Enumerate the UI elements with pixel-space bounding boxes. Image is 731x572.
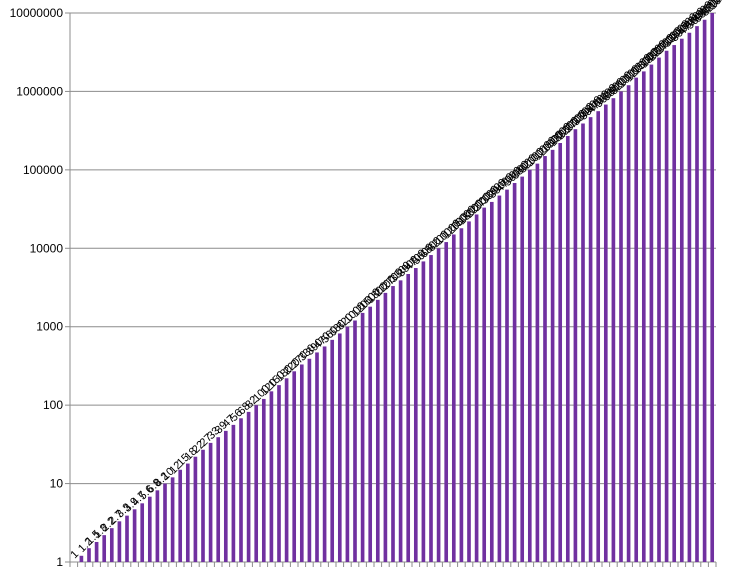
- y-tick-label: 10: [50, 477, 64, 491]
- bar: [322, 346, 327, 562]
- bar: [117, 521, 122, 562]
- bar: [611, 98, 616, 563]
- bar: [687, 32, 692, 562]
- bar: [163, 483, 167, 562]
- y-tick-label: 10000000: [10, 6, 64, 20]
- bar: [102, 535, 107, 562]
- bar: [353, 320, 357, 562]
- bar: [702, 19, 707, 562]
- bar: [201, 449, 205, 562]
- bar: [695, 26, 699, 562]
- bar: [178, 469, 183, 562]
- bar: [109, 528, 114, 562]
- bar: [368, 306, 373, 562]
- bar: [603, 104, 608, 562]
- bar: [497, 195, 502, 562]
- bar: [223, 430, 228, 562]
- bar: [398, 280, 403, 562]
- y-tick-label: 1000000: [16, 84, 63, 98]
- bar: [185, 463, 190, 562]
- bar: [231, 424, 236, 562]
- bar: [155, 490, 160, 562]
- bar: [360, 312, 365, 562]
- bar: [87, 548, 91, 562]
- bar: [337, 333, 342, 562]
- bar: [193, 456, 198, 562]
- bar: [383, 292, 388, 562]
- bar: [125, 515, 129, 562]
- bar: [254, 405, 259, 562]
- bar: [550, 149, 555, 562]
- bar: [429, 255, 433, 562]
- y-tick-label: 100: [43, 398, 63, 412]
- bar: [641, 71, 646, 563]
- bar: [292, 371, 297, 562]
- y-tick-label: 1000: [36, 320, 63, 334]
- bar: [261, 398, 266, 562]
- y-tick-label: 100000: [23, 163, 63, 177]
- bar: [406, 274, 411, 562]
- bar: [527, 169, 532, 562]
- bar: [588, 117, 593, 562]
- bar: [581, 123, 585, 562]
- bar: [79, 555, 84, 562]
- bar: [345, 326, 350, 562]
- bar: [619, 91, 623, 562]
- bar: [216, 437, 221, 562]
- bar: [269, 391, 274, 562]
- bar: [315, 352, 319, 562]
- bar: [170, 477, 175, 562]
- bar: [626, 85, 631, 562]
- bars: [79, 13, 715, 563]
- bar: [634, 77, 639, 563]
- y-tick-label: 1: [56, 555, 63, 569]
- bar: [679, 38, 684, 562]
- bar: [391, 286, 395, 562]
- bar: [208, 442, 213, 562]
- bar: [657, 57, 661, 563]
- bar: [246, 411, 251, 562]
- bar: [710, 13, 715, 562]
- bar: [512, 182, 517, 562]
- bar: [375, 299, 380, 562]
- x-axis-ticks: [69, 562, 717, 567]
- bar: [307, 358, 312, 562]
- y-axis-tick-labels: 1 10 100 1000 10000 100000 1000000 10000000: [10, 6, 64, 569]
- bar: [474, 214, 479, 562]
- y-tick-label: 10000: [30, 241, 64, 255]
- bar: [565, 136, 570, 563]
- bar: [444, 242, 449, 563]
- bar: [239, 418, 243, 562]
- bar: [421, 261, 426, 562]
- bar: [277, 385, 281, 562]
- bar: [558, 143, 563, 563]
- bar: [649, 64, 654, 563]
- bar: [132, 509, 137, 562]
- bar: [330, 339, 335, 562]
- bar: [284, 378, 289, 562]
- bar: [436, 248, 441, 563]
- bar: [573, 129, 578, 562]
- bar: [505, 189, 509, 563]
- bar: [459, 228, 464, 562]
- bar: [535, 163, 540, 562]
- bar: [451, 234, 456, 562]
- bar: [413, 268, 418, 562]
- bar: [520, 176, 525, 563]
- bar: [543, 156, 547, 562]
- bar: [94, 541, 99, 562]
- bar: [299, 364, 304, 562]
- bar: [482, 207, 487, 563]
- bar: [672, 45, 677, 563]
- bar: [140, 503, 145, 562]
- bar: [467, 221, 471, 562]
- bar: [147, 496, 152, 562]
- bar: [664, 50, 669, 562]
- bar: [596, 111, 601, 562]
- bar: [489, 201, 494, 562]
